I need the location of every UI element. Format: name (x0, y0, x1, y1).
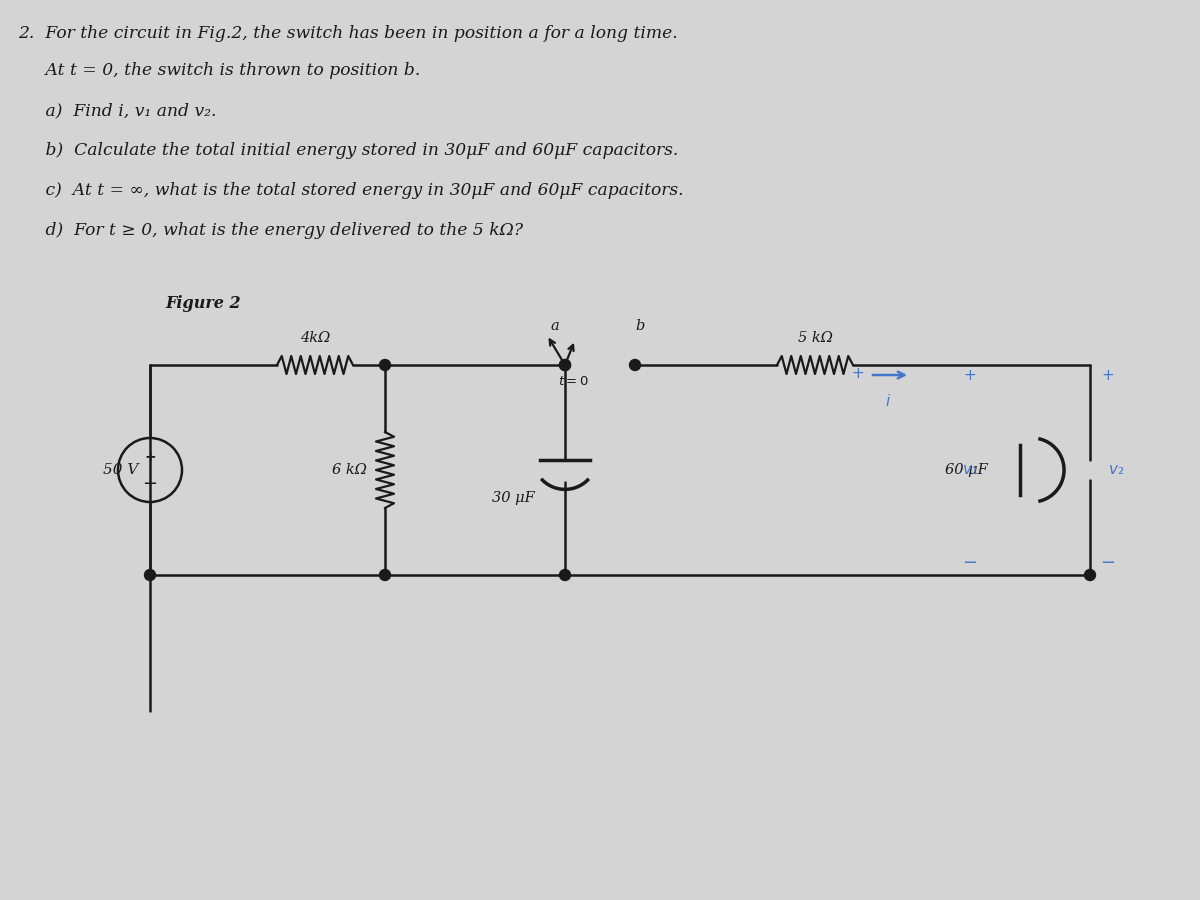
Text: 60 μF: 60 μF (946, 463, 988, 477)
Text: c)  At t = ∞, what is the total stored energy in 30μF and 60μF capacitors.: c) At t = ∞, what is the total stored en… (18, 182, 684, 199)
Circle shape (1085, 570, 1096, 580)
Text: $i$: $i$ (884, 393, 892, 409)
Text: b)  Calculate the total initial energy stored in 30μF and 60μF capacitors.: b) Calculate the total initial energy st… (18, 142, 678, 159)
Text: 5 kΩ: 5 kΩ (798, 331, 833, 345)
Text: a: a (551, 319, 559, 333)
Text: −: − (143, 475, 157, 493)
Text: 30 μF: 30 μF (492, 491, 535, 505)
Text: a)  Find i, v₁ and v₂.: a) Find i, v₁ and v₂. (18, 102, 216, 119)
Circle shape (630, 359, 641, 371)
Circle shape (379, 570, 390, 580)
Text: d)  For t ≥ 0, what is the energy delivered to the 5 kΩ?: d) For t ≥ 0, what is the energy deliver… (18, 222, 523, 239)
Text: +: + (144, 450, 156, 464)
Text: $v₂$: $v₂$ (1108, 463, 1124, 477)
Circle shape (559, 359, 570, 371)
Text: b: b (635, 319, 644, 333)
Text: +: + (1102, 367, 1115, 382)
Text: 2.  For the circuit in Fig.2, the switch has been in position a for a long time.: 2. For the circuit in Fig.2, the switch … (18, 25, 678, 42)
Text: 4kΩ: 4kΩ (300, 331, 330, 345)
Text: $t=0$: $t=0$ (558, 375, 588, 388)
Circle shape (379, 359, 390, 371)
Text: +: + (852, 366, 864, 382)
Text: −: − (1100, 554, 1116, 572)
Text: 6 kΩ: 6 kΩ (332, 463, 367, 477)
Text: At t = 0, the switch is thrown to position b.: At t = 0, the switch is thrown to positi… (18, 62, 420, 79)
Circle shape (144, 570, 156, 580)
Text: Figure 2: Figure 2 (166, 295, 241, 312)
Text: 50 V: 50 V (103, 463, 138, 477)
Text: −: − (962, 554, 978, 572)
Text: +: + (964, 367, 977, 382)
Circle shape (559, 570, 570, 580)
Circle shape (559, 359, 570, 371)
Text: $v₁$: $v₁$ (962, 463, 978, 477)
